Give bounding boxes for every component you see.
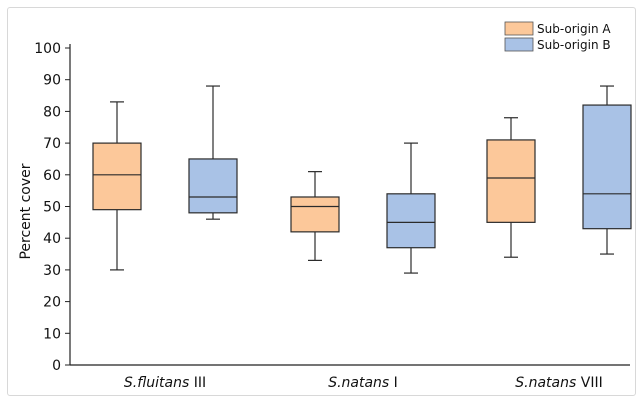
y-tick-label: 90 [43,73,61,89]
y-axis-title: Percent cover [18,163,34,259]
category-label-suffix: VIII [576,375,602,391]
box-iqr [290,196,340,233]
box [290,171,340,261]
box-series [92,85,632,274]
category-label: S.natans I [328,375,398,391]
y-tick-label: 60 [43,168,61,184]
series-b [188,85,632,274]
y-tick-label: 10 [43,326,61,342]
legend: Sub-origin A Sub-origin B [504,21,611,52]
legend-swatch [504,37,534,52]
box [386,142,436,274]
y-tick-label: 50 [43,200,61,216]
y-tick-label: 20 [43,295,61,311]
legend-label: Sub-origin B [537,38,611,52]
legend-label: Sub-origin A [537,22,611,36]
series-a [92,101,536,271]
box [188,85,238,220]
box-iqr [92,142,142,211]
box [582,85,632,255]
y-tick-label: 80 [43,104,61,120]
box-iqr [386,193,436,249]
y-tick-label: 100 [34,41,61,57]
category-label: S.natans VIII [515,375,602,391]
category-label: S.fluitans III [124,375,206,391]
y-tick-label: 0 [52,358,61,374]
y-tick-label: 30 [43,263,61,279]
y-tick-label: 70 [43,136,61,152]
legend-item: Sub-origin A [504,21,611,36]
legend-swatch [504,21,534,36]
box-iqr [582,104,632,230]
legend-item: Sub-origin B [504,37,611,52]
category-label-italic: S.natans [515,375,576,391]
axes: 0 10 20 30 40 50 60 70 80 90 100 [34,41,630,374]
category-label-italic: S.natans [328,375,389,391]
y-tick-label: 40 [43,231,61,247]
box [92,101,142,271]
box [486,117,536,258]
box-iqr [188,158,238,214]
category-label-suffix: III [189,375,206,391]
category-label-suffix: I [389,375,398,391]
category-label-italic: S.fluitans [124,375,189,391]
box-iqr [486,139,536,223]
category-labels: S.fluitans III S.natans I S.natans VIII [124,375,603,391]
